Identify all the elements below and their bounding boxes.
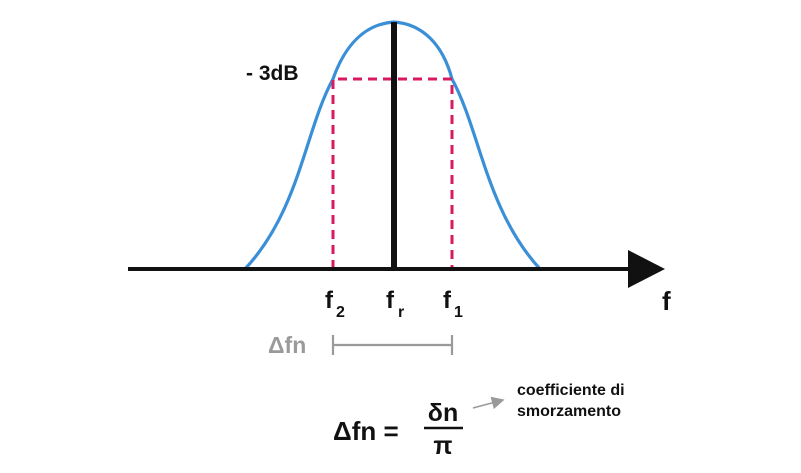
fr-subscript: r bbox=[398, 304, 404, 321]
note-line-2: smorzamento bbox=[517, 403, 621, 420]
bandwidth-bracket bbox=[331, 335, 454, 355]
formula-numerator: δn bbox=[428, 399, 458, 427]
axis-arrowhead bbox=[628, 250, 665, 288]
db-marker-label: - 3dB bbox=[246, 62, 299, 85]
bandwidth-label: Δfn bbox=[268, 332, 306, 358]
formula-lhs: Δfn = bbox=[333, 416, 399, 446]
f2-subscript: 2 bbox=[336, 304, 345, 321]
note-arrow bbox=[472, 396, 505, 410]
formula-denominator: π bbox=[433, 432, 452, 460]
axis-label: f bbox=[662, 286, 671, 316]
cutoff-dashed-lines bbox=[331, 77, 454, 269]
f1-subscript: 1 bbox=[454, 304, 463, 321]
note-line-1: coefficiente di bbox=[517, 382, 625, 399]
